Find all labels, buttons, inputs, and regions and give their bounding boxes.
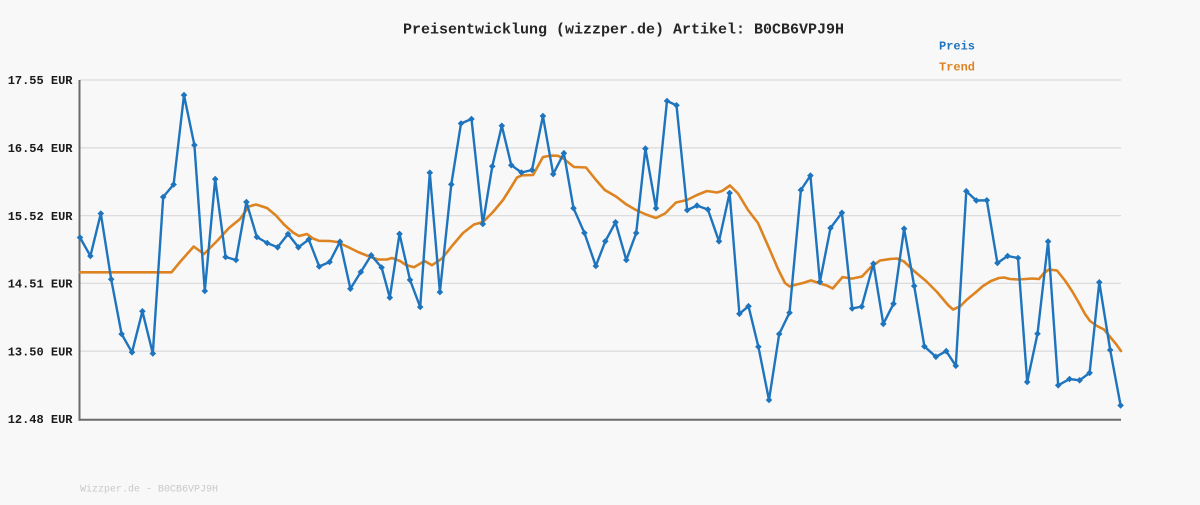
svg-text:17.55 EUR: 17.55 EUR <box>8 74 74 88</box>
svg-text:Trend: Trend <box>939 61 975 75</box>
svg-text:16.54 EUR: 16.54 EUR <box>8 142 74 156</box>
svg-text:Wizzper.de - B0CB6VPJ9H: Wizzper.de - B0CB6VPJ9H <box>80 484 218 496</box>
svg-text:Preisentwicklung (wizzper.de): Preisentwicklung (wizzper.de) Artikel: B… <box>403 22 844 39</box>
svg-text:13.50 EUR: 13.50 EUR <box>8 345 74 359</box>
svg-text:12.48 EUR: 12.48 EUR <box>8 413 74 427</box>
svg-text:Preis: Preis <box>939 40 975 54</box>
svg-text:15.52 EUR: 15.52 EUR <box>8 210 74 224</box>
svg-text:14.51 EUR: 14.51 EUR <box>8 278 74 292</box>
